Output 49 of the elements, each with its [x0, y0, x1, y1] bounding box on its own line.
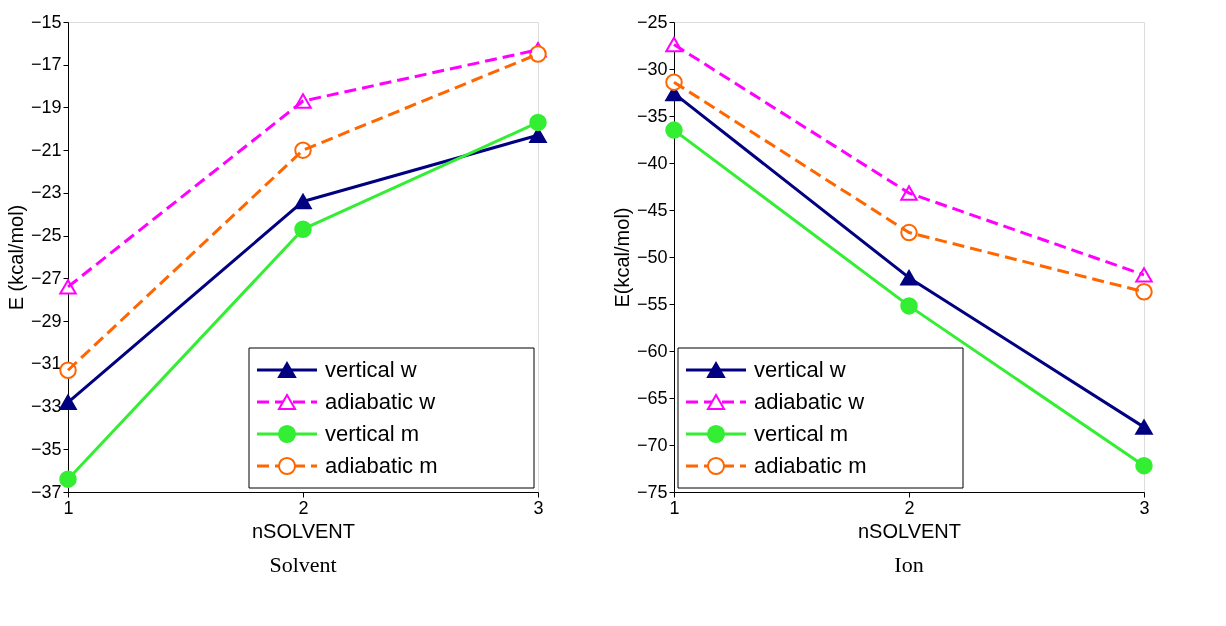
x-tick-label: 2: [904, 497, 915, 518]
y-tick-label: −40: [636, 152, 668, 173]
x-tick-label: 3: [1139, 497, 1150, 518]
y-tick-label: −21: [30, 139, 62, 160]
y-tick-label: −31: [30, 353, 62, 374]
y-axis-title: E(kcal/mol): [610, 207, 633, 308]
x-tick-label: 2: [298, 497, 309, 518]
point: [529, 45, 547, 63]
y-tick-label: −25: [636, 11, 668, 32]
legend-label: adiabatic m: [325, 453, 438, 478]
y-tick-label: −30: [636, 58, 668, 79]
y-tick-label: −33: [30, 396, 62, 417]
y-tick-label: −17: [30, 54, 62, 75]
y-tick-label: −55: [636, 293, 668, 314]
y-tick-label: −19: [30, 96, 62, 117]
x-axis-title: nSOLVENT: [858, 519, 961, 542]
legend-label: vertical m: [754, 421, 849, 446]
legend-label: adiabatic w: [754, 389, 865, 414]
x-tick-label: 1: [63, 497, 74, 518]
point: [59, 394, 77, 410]
y-tick-label: −50: [636, 246, 668, 267]
legend-label: vertical w: [325, 357, 417, 382]
y-tick-label: −60: [636, 340, 668, 361]
x-tick-label: 1: [669, 497, 680, 518]
y-tick-label: −27: [30, 267, 62, 288]
text: Ion: [894, 552, 924, 577]
y-axis-title: E (kcal/mol): [4, 204, 27, 311]
y-tick-label: −65: [636, 387, 668, 408]
text: Solvent: [269, 552, 337, 577]
legend-label: adiabatic m: [754, 453, 867, 478]
legend-label: vertical m: [325, 421, 420, 446]
y-tick-label: −35: [636, 105, 668, 126]
x-tick-label: 3: [533, 497, 544, 518]
legend-label: adiabatic w: [325, 389, 436, 414]
point: [59, 279, 77, 295]
y-tick-label: −75: [636, 481, 668, 502]
y-tick-label: −35: [30, 438, 62, 459]
y-tick-label: −70: [636, 434, 668, 455]
y-tick-label: −15: [30, 11, 62, 32]
y-tick-label: −29: [30, 310, 62, 331]
y-tick-label: −37: [30, 481, 62, 502]
y-tick-label: −25: [30, 225, 62, 246]
legend-label: vertical w: [754, 357, 846, 382]
x-axis-title: nSOLVENT: [252, 519, 355, 542]
point: [1135, 267, 1153, 283]
y-tick-label: −45: [636, 199, 668, 220]
point: [1135, 419, 1153, 435]
point: [1135, 283, 1153, 301]
y-tick-label: −23: [30, 182, 62, 203]
